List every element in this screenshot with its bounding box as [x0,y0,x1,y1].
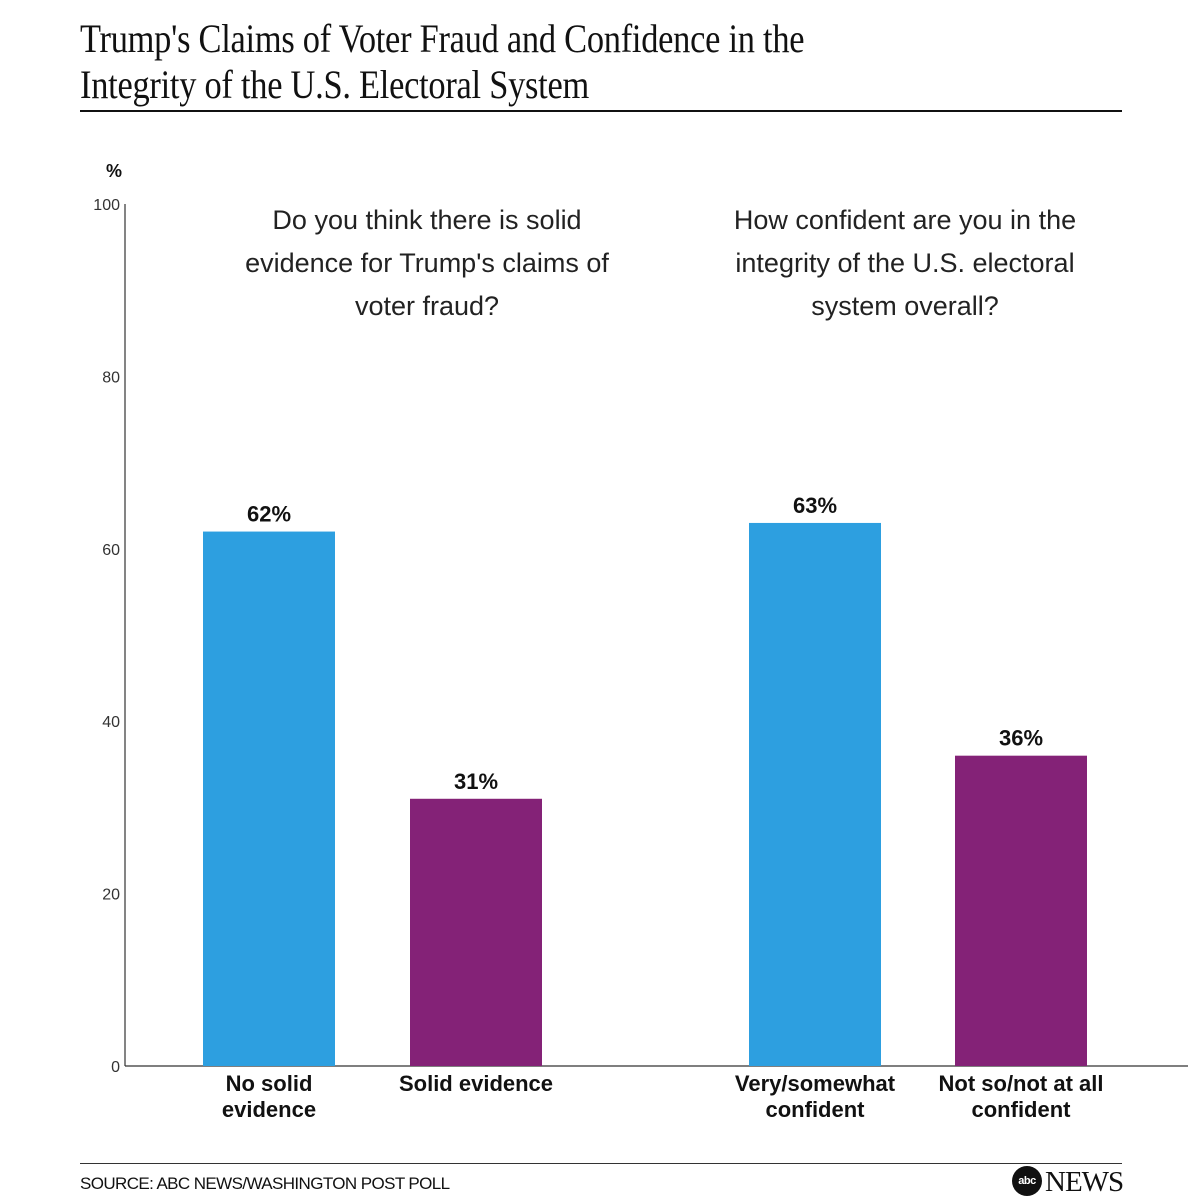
category-label: No solid [226,1071,313,1096]
bar-value-label: 62% [247,502,291,527]
category-label: Very/somewhat [735,1071,896,1096]
bar [203,531,335,1066]
y-tick-label: 80 [102,369,120,386]
y-tick-label: 100 [93,197,120,214]
bar-chart: % 0 20 40 60 80 100 Do you think there is solid… [93,161,1188,1122]
footer-divider [80,1163,1122,1164]
bar [749,522,881,1066]
bar-value-label: 31% [454,769,498,794]
question-label: Do you think there is solid [272,205,581,235]
category-label: Solid evidence [399,1071,553,1096]
news-wordmark: NEWS [1045,1166,1124,1198]
y-tick-label: 20 [102,887,120,904]
chart-title: Trump's Claims of Voter Fraud and Confid… [80,16,992,108]
bar [410,798,542,1066]
chart-title-line-2: Integrity of the U.S. Electoral System [80,62,589,107]
bar [955,755,1087,1066]
category-label: Not so/not at all [939,1071,1104,1096]
y-tick-label: 40 [102,714,120,731]
question-label: evidence for Trump's claims of [245,248,609,278]
question-label: How confident are you in the [734,205,1076,235]
y-tick-label: 60 [102,542,120,559]
abc-logo-icon: abc [1012,1166,1042,1196]
abc-news-logo: abc NEWS [1012,1166,1127,1198]
bar-value-label: 63% [793,493,837,518]
category-label: confident [972,1097,1072,1122]
category-label: evidence [222,1097,316,1122]
chart-title-line-1: Trump's Claims of Voter Fraud and Confid… [80,16,805,61]
title-divider [80,110,1122,112]
question-label: system overall? [811,291,999,321]
source-note: SOURCE: ABC NEWS/WASHINGTON POST POLL [80,1174,450,1193]
category-label: confident [766,1097,866,1122]
question-label: voter fraud? [355,291,499,321]
question-label: integrity of the U.S. electoral [735,248,1074,278]
y-tick-label: 0 [111,1059,120,1076]
y-axis-unit-label: % [106,161,122,181]
bar-value-label: 36% [999,726,1043,751]
